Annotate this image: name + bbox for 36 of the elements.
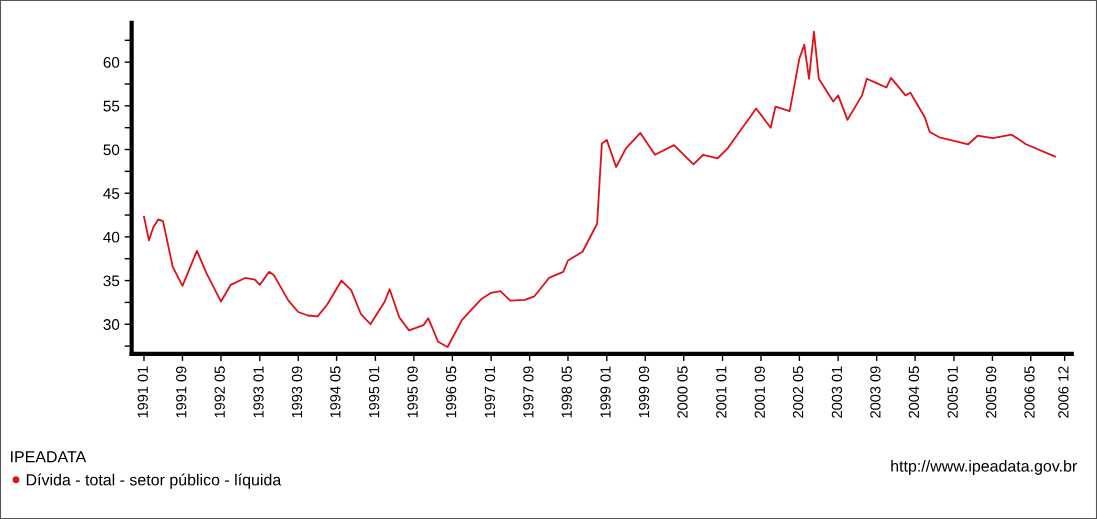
x-tick-label: 2006 05 xyxy=(1024,366,1035,418)
y-tick-label: 35 xyxy=(103,275,120,287)
x-tick-label: 2003 01 xyxy=(831,366,843,418)
x-tick-label: 1994 05 xyxy=(330,366,341,418)
y-tick-label: 45 xyxy=(103,188,120,199)
x-tick-label: 1991 09 xyxy=(176,366,187,418)
x-tick-label: 1999 09 xyxy=(638,366,650,418)
y-tick-label: 50 xyxy=(103,144,120,156)
x-tick-label: 2002 05 xyxy=(792,366,804,418)
x-tick-label: 1992 05 xyxy=(214,366,225,418)
x-tick-label: 1995 09 xyxy=(407,366,418,418)
x-tick-label: 1997 01 xyxy=(484,366,496,418)
x-tick-label: 1993 09 xyxy=(291,366,303,418)
y-tick-label: 55 xyxy=(103,100,120,112)
x-tick-label: 1995 01 xyxy=(368,366,380,418)
legend-label: Dívida - total - setor público - líquida xyxy=(26,473,282,489)
x-tick-label: 1991 01 xyxy=(137,366,148,418)
x-tick-label: 1993 01 xyxy=(253,366,264,418)
x-tick-label: 2000 05 xyxy=(677,366,688,418)
x-tick-label: 2005 01 xyxy=(947,366,958,418)
x-tick-label: 2001 01 xyxy=(716,366,727,418)
x-tick-label: 1997 09 xyxy=(523,366,534,418)
x-tick-label: 1998 05 xyxy=(561,366,572,418)
x-tick-label: 2003 09 xyxy=(870,366,881,418)
y-tick-label: 40 xyxy=(103,231,120,243)
x-tick-label: 2001 09 xyxy=(754,366,765,418)
x-tick-label: 2006 12 xyxy=(1058,366,1069,418)
y-tick-label: 30 xyxy=(103,319,120,330)
text: http://www.ipeadata.gov.br xyxy=(891,460,1077,475)
y-tick-label: 60 xyxy=(103,57,120,68)
x-tick-label: 1999 01 xyxy=(600,366,611,418)
x-tick-label: 2005 09 xyxy=(986,366,997,418)
legend-title: IPEADATA xyxy=(11,451,87,463)
x-tick-label: 2004 05 xyxy=(908,366,920,418)
line-series xyxy=(143,30,1056,348)
x-tick-label: 1996 05 xyxy=(445,366,457,418)
